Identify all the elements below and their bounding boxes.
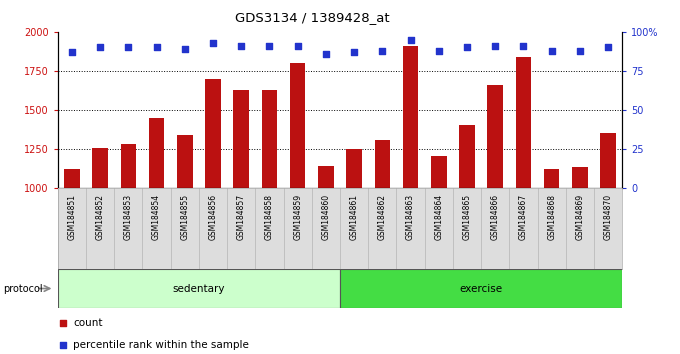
Point — [180, 46, 190, 52]
Point — [236, 43, 247, 49]
Point — [95, 45, 105, 50]
Point — [292, 43, 303, 49]
Point — [546, 48, 557, 53]
Text: GSM184869: GSM184869 — [575, 194, 584, 240]
Text: GSM184865: GSM184865 — [462, 194, 471, 240]
Bar — [318, 166, 334, 188]
Bar — [346, 149, 362, 188]
Point — [462, 45, 473, 50]
Point — [518, 43, 529, 49]
Text: GSM184864: GSM184864 — [435, 194, 443, 240]
Text: GSM184851: GSM184851 — [67, 194, 76, 240]
Bar — [375, 140, 390, 188]
Text: GSM184852: GSM184852 — [96, 194, 105, 240]
Text: GDS3134 / 1389428_at: GDS3134 / 1389428_at — [235, 11, 390, 24]
Point — [67, 49, 78, 55]
Text: GSM184862: GSM184862 — [378, 194, 387, 240]
Bar — [459, 125, 475, 188]
Text: GSM184866: GSM184866 — [491, 194, 500, 240]
Text: GSM184867: GSM184867 — [519, 194, 528, 240]
Text: GSM184861: GSM184861 — [350, 194, 358, 240]
Text: GSM184854: GSM184854 — [152, 194, 161, 240]
Bar — [340, 269, 622, 308]
Bar — [290, 63, 305, 188]
Bar — [515, 57, 531, 188]
Bar — [177, 136, 192, 188]
Text: GSM184855: GSM184855 — [180, 194, 189, 240]
Point — [264, 43, 275, 49]
Bar — [58, 269, 340, 308]
Text: GSM184868: GSM184868 — [547, 194, 556, 240]
Text: GSM184858: GSM184858 — [265, 194, 274, 240]
Text: percentile rank within the sample: percentile rank within the sample — [73, 339, 249, 350]
Bar — [205, 79, 221, 188]
Bar — [572, 167, 588, 188]
Bar — [233, 90, 249, 188]
Text: count: count — [73, 318, 103, 329]
Point — [58, 321, 69, 326]
Text: GSM184857: GSM184857 — [237, 194, 245, 240]
Point — [349, 49, 360, 55]
Point — [320, 51, 331, 57]
Point — [58, 342, 69, 348]
Point — [575, 48, 585, 53]
Point — [490, 43, 500, 49]
Point — [377, 48, 388, 53]
Text: GSM184856: GSM184856 — [209, 194, 218, 240]
Bar — [600, 133, 616, 188]
Text: exercise: exercise — [460, 284, 503, 293]
Bar — [544, 169, 560, 188]
Text: sedentary: sedentary — [173, 284, 225, 293]
Bar — [488, 85, 503, 188]
Text: GSM184859: GSM184859 — [293, 194, 302, 240]
Bar — [92, 148, 108, 188]
Text: GSM184860: GSM184860 — [322, 194, 330, 240]
Point — [207, 40, 218, 46]
Point — [151, 45, 162, 50]
Point — [405, 37, 416, 42]
Text: GSM184863: GSM184863 — [406, 194, 415, 240]
Bar — [262, 90, 277, 188]
Bar — [431, 156, 447, 188]
Bar — [403, 46, 418, 188]
Text: protocol: protocol — [3, 284, 43, 293]
Bar — [149, 118, 165, 188]
Bar — [120, 144, 136, 188]
Bar — [64, 169, 80, 188]
Text: GSM184853: GSM184853 — [124, 194, 133, 240]
Point — [123, 45, 134, 50]
Point — [433, 48, 444, 53]
Text: GSM184870: GSM184870 — [604, 194, 613, 240]
Point — [602, 45, 613, 50]
